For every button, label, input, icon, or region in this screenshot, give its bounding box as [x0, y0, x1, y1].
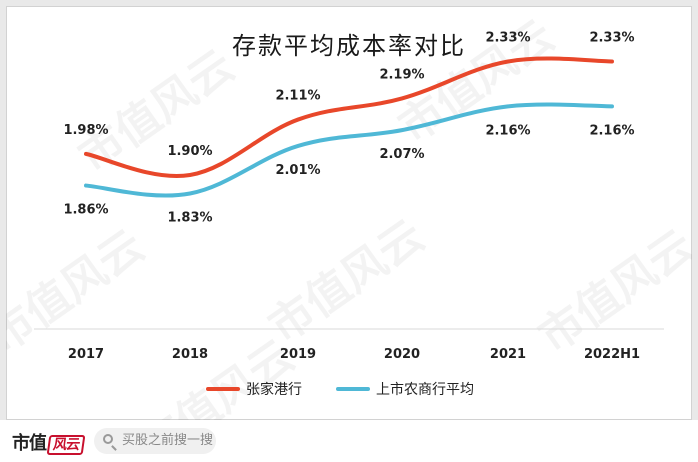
search-placeholder: 买股之前搜一搜: [122, 433, 214, 448]
data-label: 2.11%: [275, 89, 320, 104]
footer-bar: 市值 风云 买股之前搜一搜: [0, 420, 698, 462]
search-input[interactable]: 买股之前搜一搜: [94, 428, 216, 454]
x-tick-label: 2021: [490, 347, 526, 362]
chart-card: [6, 6, 692, 420]
line-chart: 2017 2018 2019 2020 2021 2022H1 1.98% 1.90% 2.1…: [34, 30, 664, 398]
search-icon: [103, 434, 113, 444]
x-tick-label: 2020: [384, 347, 420, 362]
series-line-zjg: [84, 56, 614, 178]
data-label: 2.19%: [379, 67, 424, 82]
x-tick-label: 2017: [68, 347, 104, 362]
legend-label: 上市农商行平均: [376, 381, 474, 398]
data-label: 2.16%: [589, 123, 634, 138]
data-label: 1.86%: [63, 203, 108, 218]
logo-stamp: 风云: [46, 435, 86, 455]
chart-title: 存款平均成本率对比: [232, 32, 466, 60]
data-label: 1.83%: [167, 210, 212, 225]
x-tick-label: 2018: [172, 347, 208, 362]
data-label: 2.33%: [589, 30, 634, 45]
data-label: 2.01%: [275, 163, 320, 178]
x-tick-label: 2022H1: [584, 347, 640, 362]
logo-text: 市值: [12, 433, 47, 454]
legend-label: 张家港行: [246, 381, 302, 398]
data-label: 2.07%: [379, 147, 424, 162]
brand-logo[interactable]: 市值 风云: [12, 429, 86, 455]
x-tick-label: 2019: [280, 347, 316, 362]
data-label: 1.98%: [63, 123, 108, 138]
data-label: 2.33%: [485, 30, 530, 45]
data-label: 1.90%: [167, 144, 212, 159]
series-line-avg: [84, 102, 614, 198]
data-label: 2.16%: [485, 123, 530, 138]
